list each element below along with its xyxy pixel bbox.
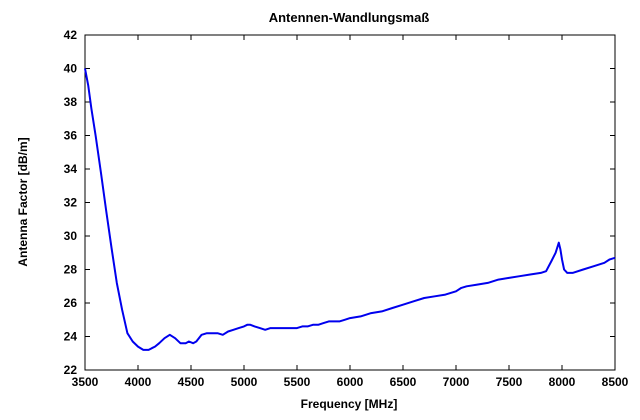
x-tick-label: 7500 xyxy=(496,375,523,389)
y-tick-label: 24 xyxy=(64,330,78,344)
plot-frame xyxy=(84,34,616,371)
y-tick-label: 40 xyxy=(64,62,78,76)
y-tick-label: 26 xyxy=(64,296,78,310)
y-tick-label: 22 xyxy=(64,363,78,377)
y-tick-label: 36 xyxy=(64,129,78,143)
y-tick-label: 42 xyxy=(64,28,78,42)
x-tick-label: 4500 xyxy=(178,375,205,389)
x-tick-label: 4000 xyxy=(125,375,152,389)
x-tick-label: 5000 xyxy=(231,375,258,389)
y-axis-label: Antenna Factor [dB/m] xyxy=(16,137,30,266)
y-tick-label: 34 xyxy=(64,162,78,176)
x-tick-label: 3500 xyxy=(72,375,99,389)
y-tick-label: 30 xyxy=(64,229,78,243)
x-tick-label: 6000 xyxy=(337,375,364,389)
x-tick-label: 8000 xyxy=(549,375,576,389)
x-tick-label: 8500 xyxy=(602,375,629,389)
x-tick-label: 5500 xyxy=(284,375,311,389)
y-tick-label: 28 xyxy=(64,263,78,277)
x-axis: 3500 4000 4500 5000 5500 6000 6500 7000 7500 8000… xyxy=(72,35,629,389)
y-tick-label: 32 xyxy=(64,196,78,210)
y-tick-label: 38 xyxy=(64,95,78,109)
y-axis: 22 24 26 28 30 32 34 36 38 40 42 xyxy=(64,28,615,377)
x-tick-label: 6500 xyxy=(390,375,417,389)
x-axis-label: Frequency [MHz] xyxy=(301,397,398,411)
series-line-antenna-factor xyxy=(84,68,616,351)
chart-title: Antennen-Wandlungsmaß xyxy=(269,10,430,25)
x-tick-label: 7000 xyxy=(443,375,470,389)
